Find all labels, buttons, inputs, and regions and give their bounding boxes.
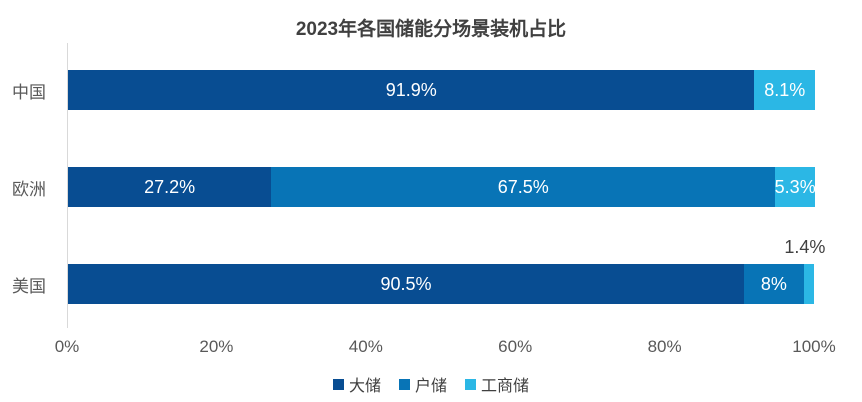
legend-label: 户储 <box>414 378 447 395</box>
legend-label: 工商储 <box>481 378 530 395</box>
bar-segment-大储-美国: 90.5% <box>68 264 745 304</box>
x-axis-tick-label: 60% <box>498 337 533 356</box>
bar-row: 27.2% 67.5% 5.3% <box>68 167 816 207</box>
legend-label: 大储 <box>348 378 381 395</box>
x-axis-tick-label: 100% <box>792 337 836 356</box>
category-label: 美国 <box>12 276 46 296</box>
bar-segment-大储-中国: 91.9% <box>68 70 755 110</box>
bar-value-label: 91.9% <box>385 79 437 100</box>
bar-segment-工商储-美国: 1.4% <box>784 237 825 304</box>
bar-segment-大储-欧洲: 27.2% <box>68 167 272 207</box>
bar-row: 90.5% 8% 1.4% <box>68 237 825 304</box>
x-axis-tick-label: 20% <box>199 337 234 356</box>
x-axis-tick-label: 0% <box>54 337 80 356</box>
legend-item-大储: 大储 <box>332 372 381 396</box>
category-label: 中国 <box>12 82 46 102</box>
legend-item-户储: 户储 <box>398 372 447 396</box>
legend: 大储 户储 工商储 <box>0 372 862 396</box>
bar-row: 91.9% 8.1% <box>68 70 815 110</box>
bar-value-label: 27.2% <box>144 176 196 197</box>
bar-value-label: 90.5% <box>380 273 432 294</box>
legend-swatch-icon <box>465 378 476 390</box>
bar-segment-工商储-欧洲: 5.3% <box>774 167 816 207</box>
category-label: 欧洲 <box>12 179 46 199</box>
x-axis-tick-label: 80% <box>647 337 682 356</box>
bar-value-label: 5.3% <box>774 176 816 197</box>
x-axis-tick-label: 40% <box>348 337 383 356</box>
legend-swatch-icon <box>332 378 344 390</box>
bar-segment-工商储-中国: 8.1% <box>754 70 815 110</box>
chart-title: 2023年各国储能分场景装机占比 <box>295 19 567 40</box>
y-axis-line <box>67 43 68 328</box>
bar-value-label: 1.4% <box>784 237 826 257</box>
legend-item-工商储: 工商储 <box>465 372 529 396</box>
bar-value-label: 8% <box>760 273 787 294</box>
bar-segment-户储-美国: 8% <box>744 264 804 304</box>
bar-value-label: 67.5% <box>497 176 549 197</box>
bar-segment-户储-欧洲: 67.5% <box>271 167 776 207</box>
bar-value-label: 8.1% <box>764 79 806 100</box>
legend-swatch-icon <box>398 378 410 390</box>
